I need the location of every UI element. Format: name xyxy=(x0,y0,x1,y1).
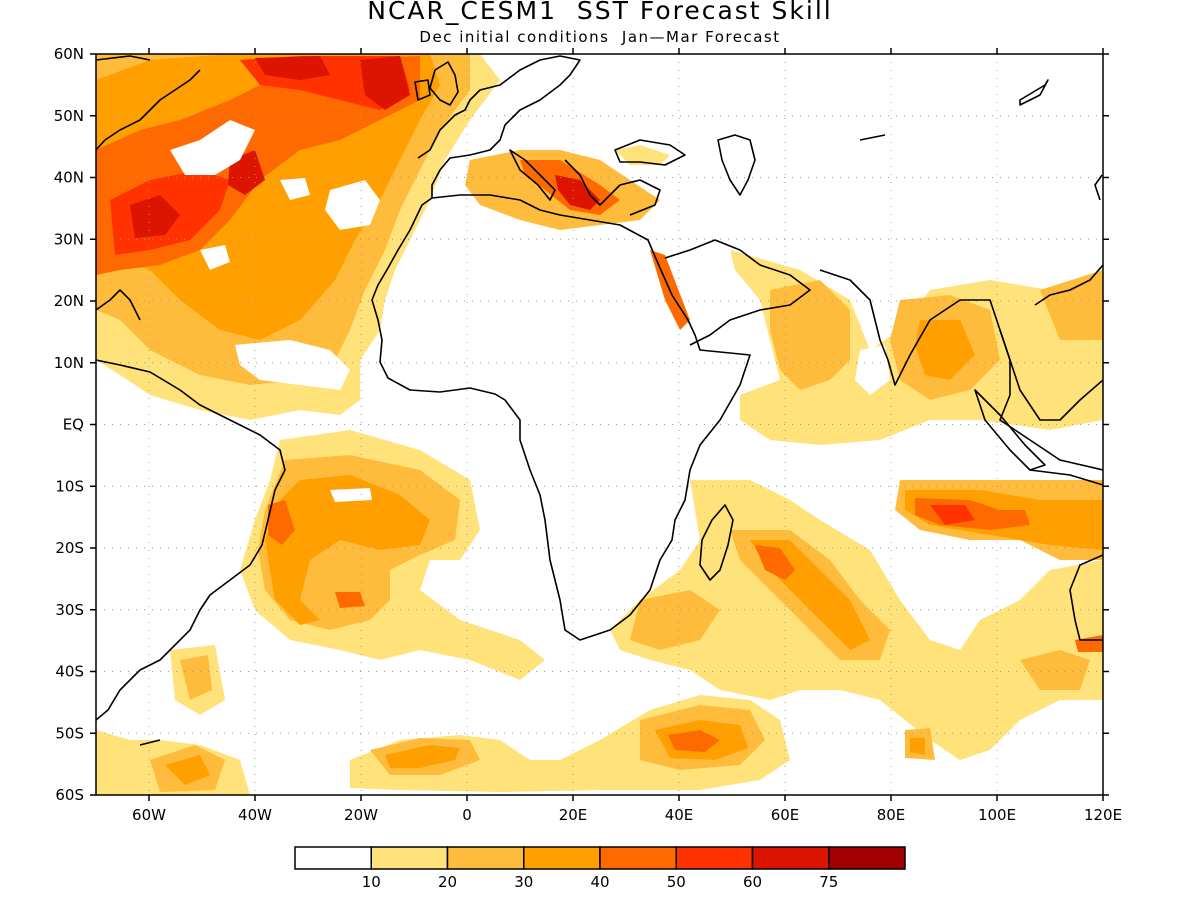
lon-label: 0 xyxy=(462,806,472,824)
lat-label: 50N xyxy=(54,107,84,125)
skill-field xyxy=(96,54,1103,795)
lat-label: 10N xyxy=(54,354,84,372)
lat-label: 60N xyxy=(54,45,84,63)
lon-label: 40E xyxy=(665,806,694,824)
lat-label: 30S xyxy=(55,601,84,619)
coastline-arabia xyxy=(664,239,811,346)
lat-label: 40N xyxy=(54,169,84,187)
lat-label: 20S xyxy=(55,539,84,557)
colorbar-swatch xyxy=(675,846,754,870)
lon-label: 20E xyxy=(559,806,588,824)
coastline-se-asia xyxy=(999,329,1103,471)
lon-label: 40W xyxy=(238,806,272,824)
lon-label: 60W xyxy=(132,806,166,824)
colorbar-label: 10 xyxy=(362,873,381,891)
lat-label: 40S xyxy=(55,663,84,681)
lat-label: 20N xyxy=(54,292,84,310)
coastline-italy xyxy=(509,149,556,201)
lat-label: 30N xyxy=(54,230,84,248)
colorbar-swatch xyxy=(828,846,906,870)
colorbar-label: 40 xyxy=(590,873,609,891)
colorbar-swatch xyxy=(523,846,601,870)
colorbar-swatch xyxy=(751,846,830,870)
lon-label: 120E xyxy=(1084,806,1122,824)
colorbar-label: 30 xyxy=(514,873,533,891)
coastline-madagascar xyxy=(699,504,734,581)
coastline-britain xyxy=(429,61,459,106)
coastline-black-sea xyxy=(614,139,686,166)
lon-label: 80E xyxy=(877,806,906,824)
colorbar: 10 20 30 40 50 60 75 xyxy=(294,846,906,891)
map-axes: 60N 50N 40N 30N 20N 10N EQ 10S 20S 30S 40S 50S 60S 60… xyxy=(54,45,1122,824)
page-subtitle: Dec initial conditions Jan—Mar Forecast xyxy=(419,28,781,46)
coastline-australia xyxy=(1069,554,1103,641)
colorbar-label: 60 xyxy=(743,873,762,891)
colorbar-label: 75 xyxy=(819,873,838,891)
colorbar-label: 50 xyxy=(667,873,686,891)
coastline-java xyxy=(1029,469,1103,486)
lat-label: EQ xyxy=(63,416,84,434)
colorbar-label: 20 xyxy=(438,873,457,891)
lon-label: 60E xyxy=(771,806,800,824)
page-title: NCAR_CESM1 SST Forecast Skill xyxy=(367,0,833,25)
lat-label: 10S xyxy=(55,477,84,495)
coastline-greece xyxy=(564,159,661,216)
colorbar-swatch xyxy=(294,846,372,870)
coastline-ireland xyxy=(414,79,431,101)
coastline-india xyxy=(819,269,1103,421)
coastline-europe xyxy=(417,55,581,198)
lon-label: 100E xyxy=(978,806,1016,824)
colorbar-swatch xyxy=(446,846,525,870)
lon-label: 20W xyxy=(344,806,378,824)
coastline-sumatra xyxy=(974,389,1046,471)
coastlines xyxy=(96,55,1103,746)
colorbar-swatch xyxy=(599,846,677,870)
coastline-africa xyxy=(371,194,751,641)
coastline-japan-like xyxy=(1019,79,1049,106)
coastline-caspian xyxy=(717,134,756,196)
colorbar-swatch xyxy=(370,846,449,870)
lat-label: 50S xyxy=(55,724,84,742)
lat-label: 60S xyxy=(55,786,84,804)
coastline-china xyxy=(1034,264,1103,306)
coastline-south-america xyxy=(96,359,286,721)
coastline-north-america xyxy=(96,69,201,151)
